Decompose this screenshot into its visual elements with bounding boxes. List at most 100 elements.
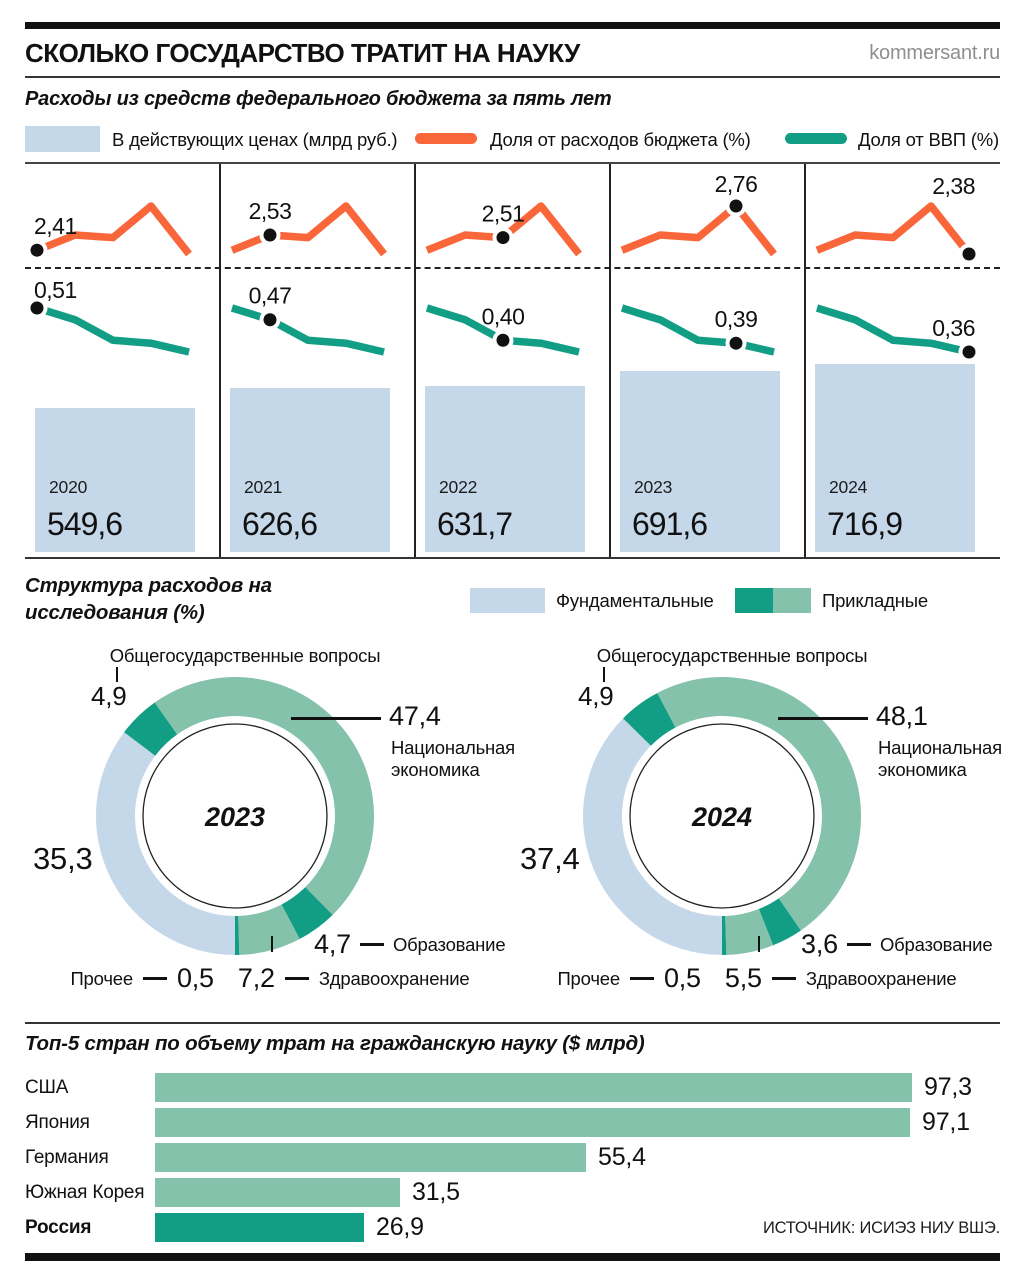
gdp-share-sparkline: 0,39 [620,304,775,356]
country-label: США [25,1076,69,1098]
other-health-row: Прочее 0,5 5,5 Здравоохранение [532,963,982,994]
donut-chart-2023 [96,677,374,955]
bar-year-label: 2021 [244,477,283,497]
leader-tick [271,936,273,952]
country-bar [155,1108,910,1137]
country-value: 26,9 [376,1213,424,1241]
section3-title: Топ-5 стран по объему трат на гражданску… [25,1032,645,1055]
legend-label-fundamental: Фундаментальные [556,590,714,611]
dash-connector [142,977,167,980]
country-label: Германия [25,1146,109,1168]
svg-text:2,76: 2,76 [715,171,758,197]
svg-text:0,47: 0,47 [249,283,292,309]
site-link[interactable]: kommersant.ru [869,42,1000,64]
budget-share-sparkline: 2,51 [425,201,582,257]
health-label: Здравоохранение [805,967,957,989]
bar-value-label: 626,6 [242,506,318,542]
budget-share-sparkline: 2,38 [815,173,980,265]
country-row-japan: Япония 97,1 [25,1108,1000,1137]
country-row-usa: США 97,3 [25,1073,1000,1102]
gov-questions-value: 4,9 [578,681,614,711]
education-value: 3,6 [801,929,838,959]
donut-chart-2024 [583,676,862,955]
year-panel-2020: 2,41 0,51 2020 549,6 [25,164,220,559]
budget-share-sparkline: 2,53 [230,198,387,257]
section-divider [25,1022,1000,1024]
svg-text:0,51: 0,51 [34,277,77,303]
education-label: Образование [879,933,993,955]
panel-separator [414,164,416,559]
page-title: СКОЛЬКО ГОСУДАРСТВО ТРАТИТ НА НАУКУ [25,38,580,68]
gdp-share-sparkline: 0,47 [230,283,385,356]
country-value: 97,3 [924,1073,972,1101]
budget-share-sparkline: 2,76 [620,171,777,257]
bar-year-label: 2024 [829,477,868,497]
fundamental-value: 37,4 [520,841,580,876]
svg-text:0,40: 0,40 [482,303,525,329]
dash-connector [846,943,871,946]
dash-connector [284,977,309,980]
donut-center-year: 2024 [691,802,753,832]
donut-block-2024: Общегосударственные вопросы 4,9 2024 48,… [512,645,1002,1019]
other-label: Прочее [70,967,133,989]
bar-value-label: 549,6 [47,506,123,542]
country-row-germany: Германия 55,4 [25,1143,1000,1172]
health-value: 5,5 [724,963,762,993]
country-row-russia: Россия 26,9 [25,1213,1000,1242]
panel-separator [609,164,611,559]
bar-value-label: 716,9 [827,506,903,542]
spending-bar: 2024 716,9 [815,364,975,552]
donut-top-label: Общегосударственные вопросы [596,645,868,666]
gdp-share-sparkline: 0,40 [425,303,580,356]
health-value: 7,2 [237,963,275,993]
other-value: 0,5 [663,963,701,993]
fundamental-value: 35,3 [33,841,93,876]
leader-line [778,717,868,720]
country-bar [155,1178,400,1207]
legend-label-budget-share: Доля от расходов бюджета (%) [490,129,751,150]
country-label: Япония [25,1111,90,1133]
legend-swatch-fundamental [470,588,545,613]
country-label: Россия [25,1216,92,1238]
dash-connector [629,977,654,980]
country-value: 55,4 [598,1143,646,1171]
top-black-bar [25,22,1000,29]
section1-title: Расходы из средств федерального бюджета … [25,88,612,110]
bottom-black-bar [25,1253,1000,1261]
leader-line [291,717,381,720]
donut-center-year: 2023 [204,802,266,832]
bar-year-label: 2022 [439,477,478,497]
legend-swatch-applied [735,588,811,613]
country-bar [155,1143,586,1172]
country-bar [155,1213,364,1242]
country-value: 31,5 [412,1178,460,1206]
panel-separator [804,164,806,559]
education-row: 3,6 Образование [801,929,993,960]
bar-value-label: 631,7 [437,506,513,542]
year-panel-2022: 2,51 0,40 2022 631,7 [415,164,610,559]
education-label: Образование [392,933,506,955]
dash-connector [771,977,796,980]
leader-tick [758,936,760,952]
country-label: Южная Корея [25,1181,145,1203]
country-bar [155,1073,912,1102]
header-divider [25,76,1000,78]
national-economy-value: 48,1 [876,701,928,731]
dashed-divider [25,267,1000,269]
legend-swatch-applied-dark [735,588,773,613]
leader-tick [603,667,605,682]
svg-text:2,53: 2,53 [249,198,292,224]
country-value: 97,1 [922,1108,970,1136]
health-label: Здравоохранение [318,967,470,989]
spending-bar: 2023 691,6 [620,370,780,552]
legend-swatch-gdp-share [785,133,847,144]
other-value: 0,5 [176,963,214,993]
dash-connector [359,943,384,946]
gdp-share-sparkline: 0,51 [26,277,190,356]
bar-year-label: 2023 [634,477,673,497]
education-row: 4,7 Образование [314,929,506,960]
legend-label-current-prices: В действующих ценах (млрд руб.) [112,129,398,150]
donut-top-label: Общегосударственные вопросы [109,645,381,666]
bar-year-label: 2020 [49,477,88,497]
